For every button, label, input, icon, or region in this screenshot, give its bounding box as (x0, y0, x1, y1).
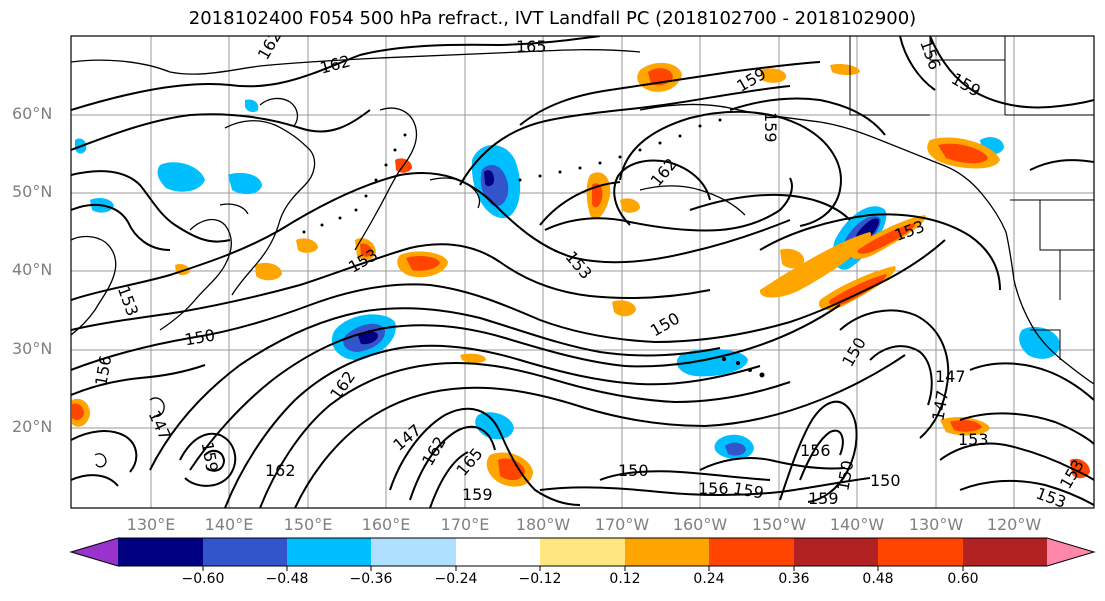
lon-label: 140°E (204, 515, 254, 534)
contour-label: 156 (800, 441, 831, 460)
contour-label: 165 (516, 37, 547, 56)
lon-label: 170°W (594, 515, 650, 534)
contour-lines (71, 36, 1094, 508)
lon-label: 160°W (672, 515, 728, 534)
contour-label: 147 (935, 367, 966, 386)
lon-label: 120°W (986, 515, 1042, 534)
colorbar-tick-label: 0.12 (609, 571, 641, 587)
lat-label: 30°N (12, 339, 53, 358)
colorbar-tick-label: 0.60 (947, 571, 979, 587)
contour-label: 153 (958, 430, 989, 449)
contour-label: 156 (698, 479, 729, 498)
colorbar-segment (287, 538, 371, 566)
colorbar-tick-label: −0.24 (434, 571, 478, 587)
colorbar-segment (371, 538, 456, 566)
lat-label: 50°N (12, 182, 53, 201)
contour-label: 159 (462, 485, 493, 504)
colorbar-segment (963, 538, 1047, 566)
colorbar-segment (625, 538, 709, 566)
coastlines (71, 49, 1094, 468)
colorbar-segment (878, 538, 963, 566)
colorbar-segment (456, 538, 540, 566)
lon-label: 170°E (440, 515, 490, 534)
shading-patches (72, 62, 1090, 487)
colorbar-tick-label: −0.48 (265, 571, 309, 587)
colorbar-tick-label: 0.24 (693, 571, 725, 587)
colorbar-segment (709, 538, 794, 566)
colorbar-left-extension (71, 538, 118, 566)
lon-label: 150°W (751, 515, 807, 534)
colorbar-segment (203, 538, 287, 566)
colorbar-segment (540, 538, 625, 566)
colorbar-segment (118, 538, 203, 566)
lat-label: 40°N (12, 260, 53, 279)
colorbar-tick-label: −0.12 (518, 571, 562, 587)
island-chain (302, 118, 765, 378)
contour-label: 150 (618, 461, 649, 480)
colorbar (69, 537, 1096, 571)
colorbar-tick-label: 0.36 (778, 571, 810, 587)
political-borders (849, 36, 1094, 360)
lon-label: 130°W (908, 515, 964, 534)
contour-label: 162 (265, 461, 296, 480)
lat-label: 60°N (12, 104, 53, 123)
colorbar-right-extension (1047, 538, 1094, 566)
map-title: 2018102400 F054 500 hPa refract., IVT La… (188, 8, 917, 29)
lon-label: 130°E (126, 515, 176, 534)
lon-label: 150°E (283, 515, 333, 534)
colorbar-tick-label: −0.60 (181, 571, 225, 587)
contour-label: 159 (808, 489, 839, 508)
colorbar-segment (794, 538, 878, 566)
colorbar-tick-label: 0.48 (862, 571, 894, 587)
lon-label: 160°E (361, 515, 411, 534)
colorbar-tick-label: −0.36 (349, 571, 393, 587)
lon-label: 140°W (829, 515, 885, 534)
lon-label: 180°W (515, 515, 571, 534)
contour-label: 150 (870, 471, 901, 490)
contour-label: 159 (761, 112, 780, 143)
lat-label: 20°N (12, 417, 53, 436)
